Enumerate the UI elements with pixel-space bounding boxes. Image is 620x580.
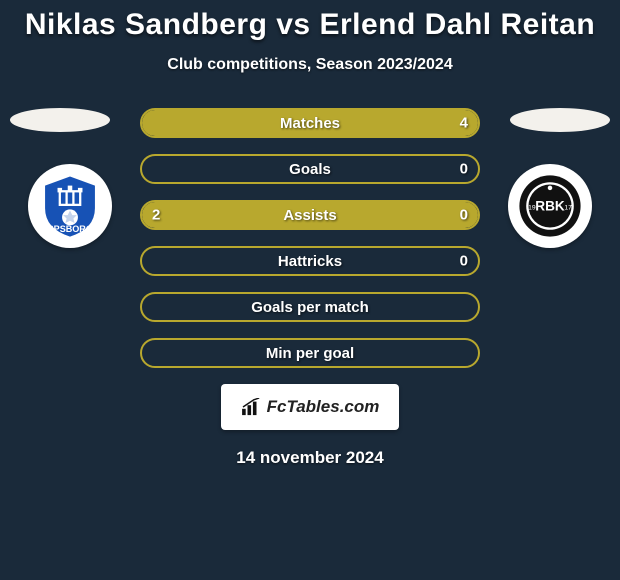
crest-text-right: RBK bbox=[535, 199, 565, 214]
fctables-logo-icon bbox=[241, 398, 263, 416]
svg-text:17: 17 bbox=[564, 204, 572, 211]
sarpsborg-crest-icon: RPSBORG bbox=[36, 172, 104, 240]
stat-row: 0 Goals bbox=[140, 154, 480, 184]
stat-row: 0 Hattricks bbox=[140, 246, 480, 276]
stat-label: Matches bbox=[280, 115, 340, 132]
comparison-card: Niklas Sandberg vs Erlend Dahl Reitan Cl… bbox=[0, 0, 620, 580]
stats-stage: RPSBORG RBK 19 17 4 Matches 0 Goals 2 0 Assist… bbox=[0, 108, 620, 368]
stat-value-right: 0 bbox=[460, 161, 468, 178]
svg-text:19: 19 bbox=[528, 204, 536, 211]
stat-row: Goals per match bbox=[140, 292, 480, 322]
team-badge-right: RBK 19 17 bbox=[508, 164, 592, 248]
team-badge-left: RPSBORG bbox=[28, 164, 112, 248]
stat-label: Goals per match bbox=[251, 299, 369, 316]
stat-label: Assists bbox=[283, 207, 336, 224]
rosenborg-crest-icon: RBK 19 17 bbox=[516, 172, 584, 240]
crest-text-left: RPSBORG bbox=[47, 224, 93, 234]
stat-value-right: 0 bbox=[460, 207, 468, 224]
stat-value-right: 0 bbox=[460, 253, 468, 270]
brand-text: FcTables.com bbox=[267, 397, 380, 417]
subtitle: Club competitions, Season 2023/2024 bbox=[0, 56, 620, 74]
stat-row: Min per goal bbox=[140, 338, 480, 368]
stat-label: Hattricks bbox=[278, 253, 342, 270]
player-shadow-left bbox=[10, 108, 110, 132]
stat-value-right: 4 bbox=[460, 115, 468, 132]
stat-label: Min per goal bbox=[266, 345, 354, 362]
date-label: 14 november 2024 bbox=[0, 448, 620, 468]
stat-value-left: 2 bbox=[152, 207, 160, 224]
page-title: Niklas Sandberg vs Erlend Dahl Reitan bbox=[0, 8, 620, 42]
stat-label: Goals bbox=[289, 161, 331, 178]
stat-bars: 4 Matches 0 Goals 2 0 Assists 0 Hattricks Goals p… bbox=[140, 108, 480, 368]
stat-row: 2 0 Assists bbox=[140, 200, 480, 230]
brand-badge: FcTables.com bbox=[221, 384, 399, 430]
stat-row: 4 Matches bbox=[140, 108, 480, 138]
player-shadow-right bbox=[510, 108, 610, 132]
